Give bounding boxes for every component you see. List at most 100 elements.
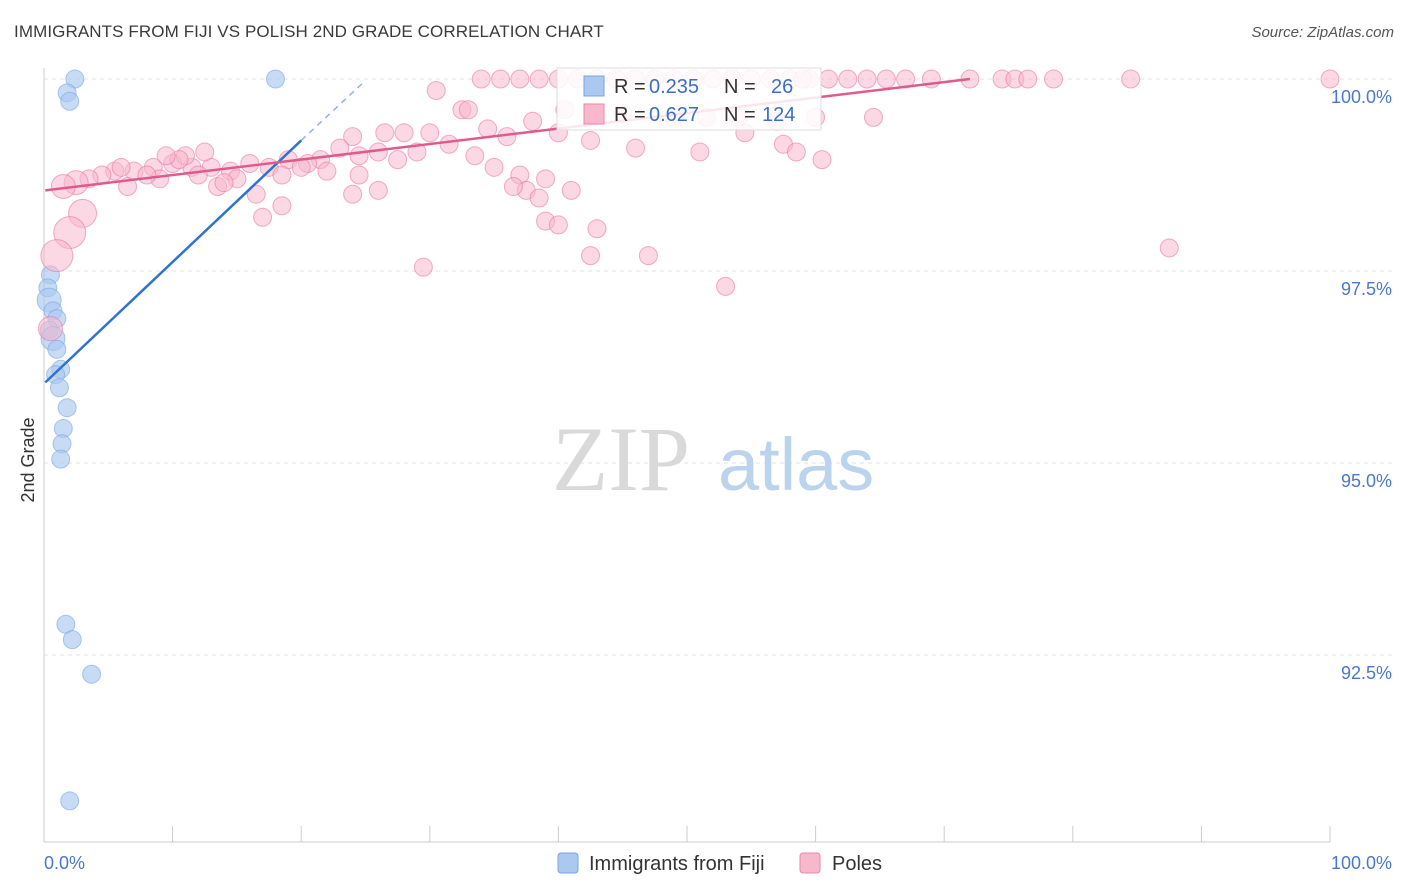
legend-n-label-poles: N = [724, 104, 756, 126]
x-tick-label-min: 0.0% [44, 853, 85, 873]
watermark-atlas: atlas [718, 423, 874, 506]
data-point [561, 180, 581, 200]
data-point [349, 165, 369, 185]
data-point [49, 378, 69, 398]
data-point [420, 123, 440, 143]
data-point [37, 316, 63, 342]
data-point [1320, 69, 1340, 89]
source-label: Source: ZipAtlas.com [1251, 24, 1394, 41]
data-point [47, 339, 67, 359]
legend-swatch-fiji [583, 75, 605, 97]
data-point [368, 180, 388, 200]
data-point [690, 142, 710, 162]
data-point [51, 449, 71, 469]
data-point [407, 142, 427, 162]
data-point [638, 246, 658, 266]
data-point [394, 123, 414, 143]
data-point [349, 146, 369, 166]
data-point [253, 207, 273, 227]
data-point [876, 69, 896, 89]
legend-n-value-poles: 124 [762, 104, 795, 126]
data-point [272, 165, 292, 185]
data-point [863, 107, 883, 127]
data-point [857, 69, 877, 89]
data-point [1044, 69, 1064, 89]
bottom-legend: Immigrants from Fiji Poles [557, 852, 882, 875]
data-point [523, 111, 543, 131]
data-point [529, 69, 549, 89]
data-point [388, 150, 408, 170]
data-point [426, 81, 446, 101]
data-point [60, 91, 80, 111]
data-point [137, 165, 157, 185]
legend-r-label-fiji: R = [614, 76, 646, 98]
data-point [471, 69, 491, 89]
data-point [626, 138, 646, 158]
data-point [581, 130, 601, 150]
data-point [246, 184, 266, 204]
bottom-legend-label-poles: Poles [832, 853, 882, 875]
data-point [812, 150, 832, 170]
data-point [458, 100, 478, 120]
legend-r-label-poles: R = [614, 104, 646, 126]
data-point [265, 69, 285, 89]
legend-swatch-poles [583, 103, 605, 125]
data-point [581, 246, 601, 266]
legend-n-label-fiji: N = [724, 76, 756, 98]
chart-title: IMMIGRANTS FROM FIJI VS POLISH 2ND GRADE… [14, 22, 604, 41]
data-point [330, 138, 350, 158]
trend-lines [44, 77, 971, 384]
data-point [188, 165, 208, 185]
data-point [536, 169, 556, 189]
data-point [82, 664, 102, 684]
stats-legend: R = 0.235 N = 26 R = 0.627 N = 124 [556, 67, 822, 131]
y-tick-labels: 92.5% 95.0% 97.5% 100.0% [1331, 87, 1392, 683]
y-tick-label: 92.5% [1341, 663, 1392, 683]
data-point [529, 188, 549, 208]
watermark-zip: ZIP [552, 408, 690, 510]
x-tick-label-max: 100.0% [1331, 853, 1392, 873]
data-point [510, 69, 530, 89]
data-point [60, 791, 80, 811]
axes [43, 68, 1331, 843]
bottom-legend-swatch-poles [799, 852, 821, 874]
legend-r-value-poles: 0.627 [649, 104, 699, 126]
data-point [503, 177, 523, 197]
data-point [343, 127, 363, 147]
data-point [1121, 69, 1141, 89]
data-point [57, 398, 77, 418]
bottom-legend-swatch-fiji [557, 852, 579, 874]
watermark: ZIP atlas [552, 408, 874, 510]
data-point [317, 161, 337, 181]
data-point [838, 69, 858, 89]
data-point [484, 157, 504, 177]
data-point [548, 215, 568, 235]
y-tick-label: 95.0% [1341, 471, 1392, 491]
data-point [62, 630, 82, 650]
data-point [343, 184, 363, 204]
data-point [214, 173, 234, 193]
trend-line-fiji [44, 139, 303, 384]
data-point [156, 146, 176, 166]
legend-r-value-fiji: 0.235 [649, 76, 699, 98]
y-tick-label: 97.5% [1341, 279, 1392, 299]
data-point [413, 257, 433, 277]
data-point [1159, 238, 1179, 258]
trend-line-poles [45, 77, 971, 192]
data-point [40, 239, 74, 273]
data-point [439, 134, 459, 154]
y-axis-label: 2nd Grade [18, 417, 38, 502]
bottom-legend-label-fiji: Immigrants from Fiji [589, 853, 765, 875]
data-point [272, 196, 292, 216]
data-point [111, 157, 131, 177]
trend-line-extension-fiji [300, 79, 367, 141]
data-point [716, 276, 736, 296]
data-point [195, 142, 215, 162]
data-point [491, 69, 511, 89]
data-point [465, 146, 485, 166]
data-point [240, 153, 260, 173]
y-tick-label: 100.0% [1331, 87, 1392, 107]
data-point [818, 69, 838, 89]
data-point [1018, 69, 1038, 89]
